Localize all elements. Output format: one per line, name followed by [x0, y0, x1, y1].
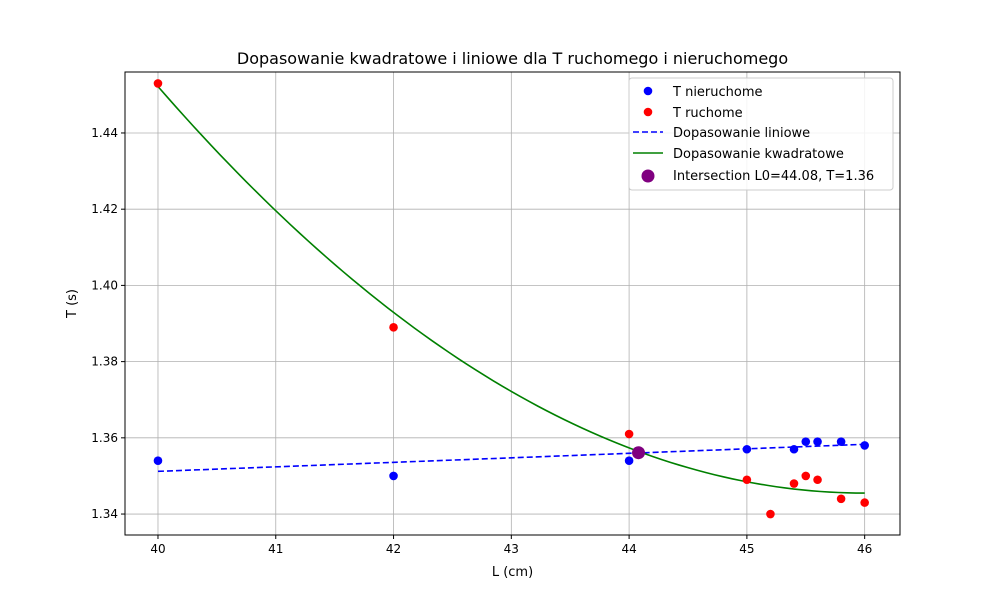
legend-marker	[643, 107, 653, 117]
x-tick-label: 41	[268, 542, 283, 556]
x-tick-label: 44	[621, 542, 636, 556]
red-data-point	[789, 479, 799, 488]
blue-data-point	[813, 437, 822, 446]
legend-label: Dopasowanie kwadratowe	[673, 147, 844, 162]
blue-data-point	[153, 456, 163, 465]
y-tick-label: 1.34	[91, 507, 118, 521]
y-axis-label: T (s)	[65, 289, 80, 319]
blue-data-point	[860, 441, 869, 450]
y-tick-label: 1.36	[91, 431, 118, 445]
grid	[125, 72, 900, 535]
x-tick-label: 42	[386, 542, 401, 556]
legend-entries: T nieruchome T ruchome Dopasowanie liniowe…	[633, 85, 874, 184]
y-tick-label: 1.44	[91, 126, 118, 140]
blue-data-point	[624, 456, 634, 465]
red-data-point	[860, 498, 869, 507]
legend-label: T ruchome	[672, 106, 743, 121]
legend: T nieruchome T ruchome Dopasowanie liniowe…	[628, 77, 894, 191]
x-tick-label: 43	[504, 542, 519, 556]
blue-data-point	[389, 471, 398, 481]
y-tick-label: 1.38	[91, 355, 118, 369]
legend-label: Dopasowanie liniowe	[673, 126, 810, 141]
x-tick-label: 46	[857, 542, 872, 556]
red-data-point	[624, 429, 634, 439]
blue-data-point	[801, 437, 811, 446]
legend-marker	[643, 86, 653, 96]
red-data-point	[742, 475, 752, 485]
red-data-point	[801, 471, 811, 481]
x-tick-label: 40	[150, 542, 165, 556]
red-data-point	[813, 475, 822, 485]
x-axis-label: L (cm)	[492, 565, 533, 580]
red-data-point	[836, 494, 846, 504]
y-tick-label: 1.42	[91, 202, 118, 216]
red-data-point	[389, 323, 398, 332]
y-tick-label: 1.40	[91, 278, 118, 292]
blue-data-point	[789, 444, 799, 454]
axis-ticks: 40 41 42 43 44 45 46 1.34 1.36 1.38 1.40 1.42 1.44	[91, 126, 872, 556]
blue-data-point	[742, 444, 752, 454]
chart-title: Dopasowanie kwadratowe i liniowe dla T r…	[237, 49, 788, 68]
legend-box	[628, 77, 894, 191]
intersection-point	[632, 446, 646, 460]
red-data-point	[766, 509, 775, 519]
legend-label: T nieruchome	[672, 85, 763, 100]
data-points	[153, 79, 869, 519]
legend-marker	[641, 169, 655, 183]
red-data-point	[153, 79, 163, 88]
x-tick-label: 45	[739, 542, 754, 556]
legend-label: Intersection L0=44.08, T=1.36	[673, 169, 874, 184]
blue-data-point	[836, 437, 846, 446]
plot-frame	[124, 71, 901, 536]
